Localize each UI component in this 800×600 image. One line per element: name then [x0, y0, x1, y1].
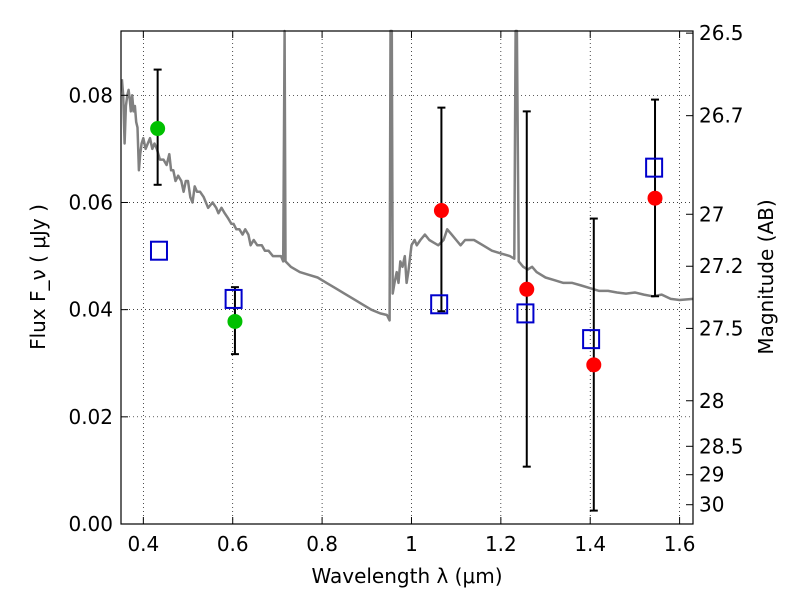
data-point-circle	[227, 313, 243, 329]
data-point-circle	[150, 121, 166, 137]
right-tick-label: 29	[699, 463, 724, 487]
x-tick-label: 0.4	[127, 532, 159, 556]
right-tick-label: 27	[699, 202, 724, 226]
y-tick-label: 0.02	[68, 405, 113, 429]
right-tick-label: 30	[699, 493, 724, 517]
x-tick-label: 1.2	[485, 532, 517, 556]
y-tick-label: 0.08	[68, 83, 113, 107]
y-tick-label: 0.06	[68, 190, 113, 214]
y-axis-title: Flux F_ν ( μJy )	[26, 204, 50, 350]
data-point-circle	[433, 203, 449, 219]
right-tick-label: 27.2	[699, 254, 744, 278]
y-axis-right-title: Magnitude (AB)	[754, 199, 778, 354]
x-tick-label: 0.8	[306, 532, 338, 556]
right-tick-label: 26.7	[699, 104, 744, 128]
plot-frame	[120, 30, 694, 525]
data-point-square	[224, 288, 243, 309]
data-point-circle	[586, 357, 602, 373]
data-point-circle	[647, 190, 663, 206]
right-tick-label: 28.5	[699, 434, 744, 458]
x-tick-label: 1	[405, 532, 418, 556]
x-axis-title: Wavelength λ (μm)	[311, 564, 502, 588]
spectrum-line	[120, 29, 694, 322]
data-point-circle	[519, 281, 535, 297]
plot-data	[120, 29, 694, 512]
data-point-square	[516, 303, 535, 324]
y-tick-label: 0.00	[68, 512, 113, 536]
x-tick-label: 1.6	[664, 532, 696, 556]
data-point-square	[582, 329, 601, 350]
right-tick-label: 28	[699, 389, 724, 413]
right-tick-label: 27.5	[699, 316, 744, 340]
x-tick-label: 1.4	[574, 532, 606, 556]
x-tick-label: 0.6	[217, 532, 249, 556]
y-tick-label: 0.04	[68, 298, 113, 322]
data-point-square	[645, 157, 664, 178]
axis-ticks: 0.4 0.6 0.8 1 1.2 1.4 1.6 0.00 0.02 0.04 0.06 0.08 2…	[68, 21, 743, 556]
data-point-square	[430, 294, 449, 315]
data-point-square	[149, 240, 168, 261]
right-tick-label: 26.5	[699, 21, 744, 45]
